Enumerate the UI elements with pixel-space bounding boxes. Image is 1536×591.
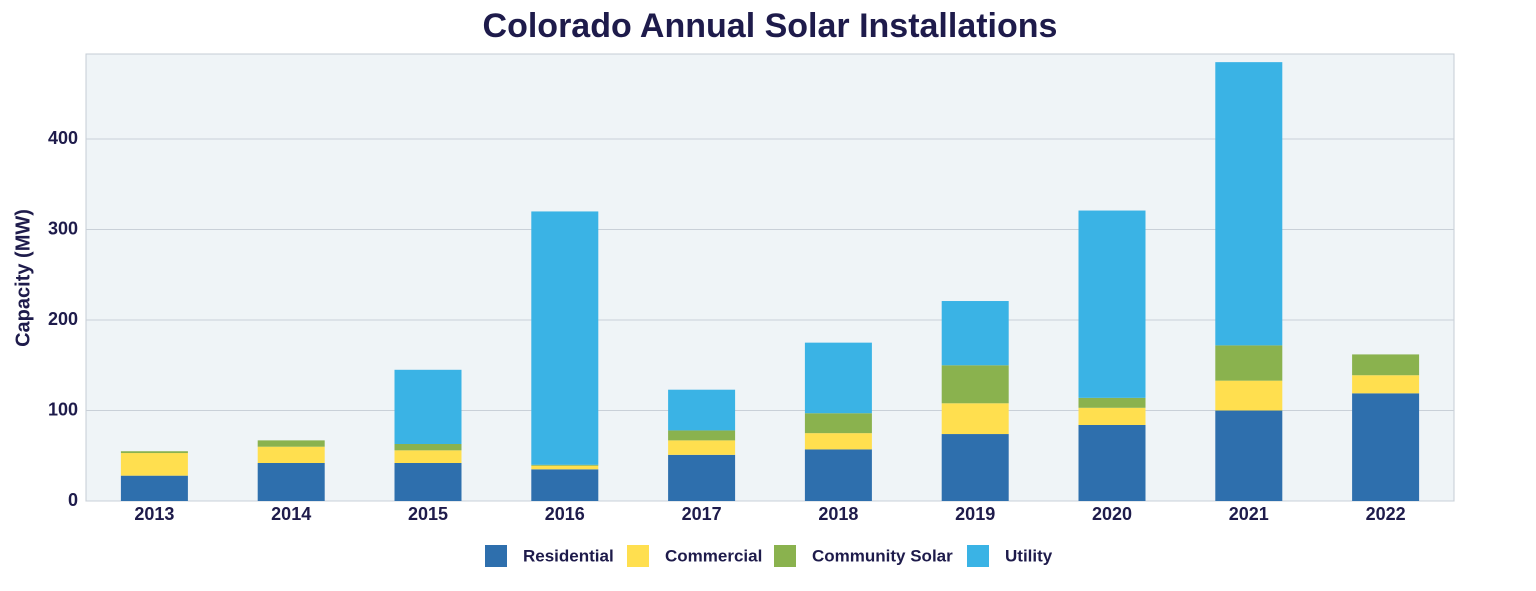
bar-segment — [1352, 354, 1420, 376]
bar-segment — [668, 440, 736, 455]
bar-segment — [1078, 407, 1146, 425]
bar-segment — [941, 434, 1009, 501]
legend-swatch — [627, 545, 649, 567]
y-tick-label: 100 — [48, 399, 78, 419]
bar-segment — [120, 475, 188, 501]
legend-swatch — [485, 545, 507, 567]
legend-swatch — [774, 545, 796, 567]
bar-segment — [1215, 345, 1283, 381]
bar-segment — [120, 453, 188, 476]
bar-segment — [804, 433, 872, 450]
x-tick-label: 2018 — [818, 504, 858, 524]
x-tick-label: 2017 — [682, 504, 722, 524]
bar-segment — [257, 446, 325, 463]
bar-segment — [1215, 380, 1283, 411]
y-tick-label: 300 — [48, 218, 78, 238]
bar-segment — [394, 443, 462, 451]
bar-segment — [531, 469, 599, 501]
x-tick-label: 2013 — [134, 504, 174, 524]
legend-label: Utility — [1005, 546, 1053, 565]
bar-segment — [804, 342, 872, 414]
bar-segment — [1215, 410, 1283, 501]
y-tick-label: 0 — [68, 490, 78, 510]
bar-segment — [804, 413, 872, 434]
bar-segment — [394, 369, 462, 444]
bar-segment — [531, 464, 599, 466]
bar-segment — [1078, 210, 1146, 398]
legend-swatch — [967, 545, 989, 567]
bar-segment — [1078, 424, 1146, 501]
x-tick-label: 2015 — [408, 504, 448, 524]
bar-segment — [668, 389, 736, 431]
chart-title: Colorado Annual Solar Installations — [483, 7, 1058, 45]
x-tick-label: 2016 — [545, 504, 585, 524]
bar-segment — [394, 462, 462, 501]
x-tick-label: 2019 — [955, 504, 995, 524]
y-tick-label: 200 — [48, 309, 78, 329]
bar-segment — [941, 301, 1009, 366]
x-tick-label: 2021 — [1229, 504, 1269, 524]
bar-segment — [257, 462, 325, 501]
bar-segment — [120, 451, 188, 454]
bar-segment — [531, 465, 599, 470]
bar-segment — [1352, 375, 1420, 394]
bar-segment — [668, 454, 736, 501]
legend-label: Commercial — [665, 546, 762, 565]
bar-segment — [1215, 62, 1283, 346]
y-tick-label: 400 — [48, 128, 78, 148]
x-tick-label: 2022 — [1366, 504, 1406, 524]
bar-segment — [1352, 393, 1420, 501]
bar-segment — [1078, 397, 1146, 408]
x-tick-label: 2020 — [1092, 504, 1132, 524]
bar-segment — [941, 365, 1009, 404]
legend-label: Residential — [523, 546, 614, 565]
bar-segment — [804, 449, 872, 501]
bar-segment — [257, 440, 325, 447]
bar-segment — [531, 211, 599, 465]
legend-label: Community Solar — [812, 546, 953, 565]
bar-segment — [941, 403, 1009, 435]
y-axis-title: Capacity (MW) — [12, 209, 34, 347]
bar-segment — [668, 430, 736, 441]
x-tick-label: 2014 — [271, 504, 311, 524]
bar-segment — [394, 450, 462, 463]
